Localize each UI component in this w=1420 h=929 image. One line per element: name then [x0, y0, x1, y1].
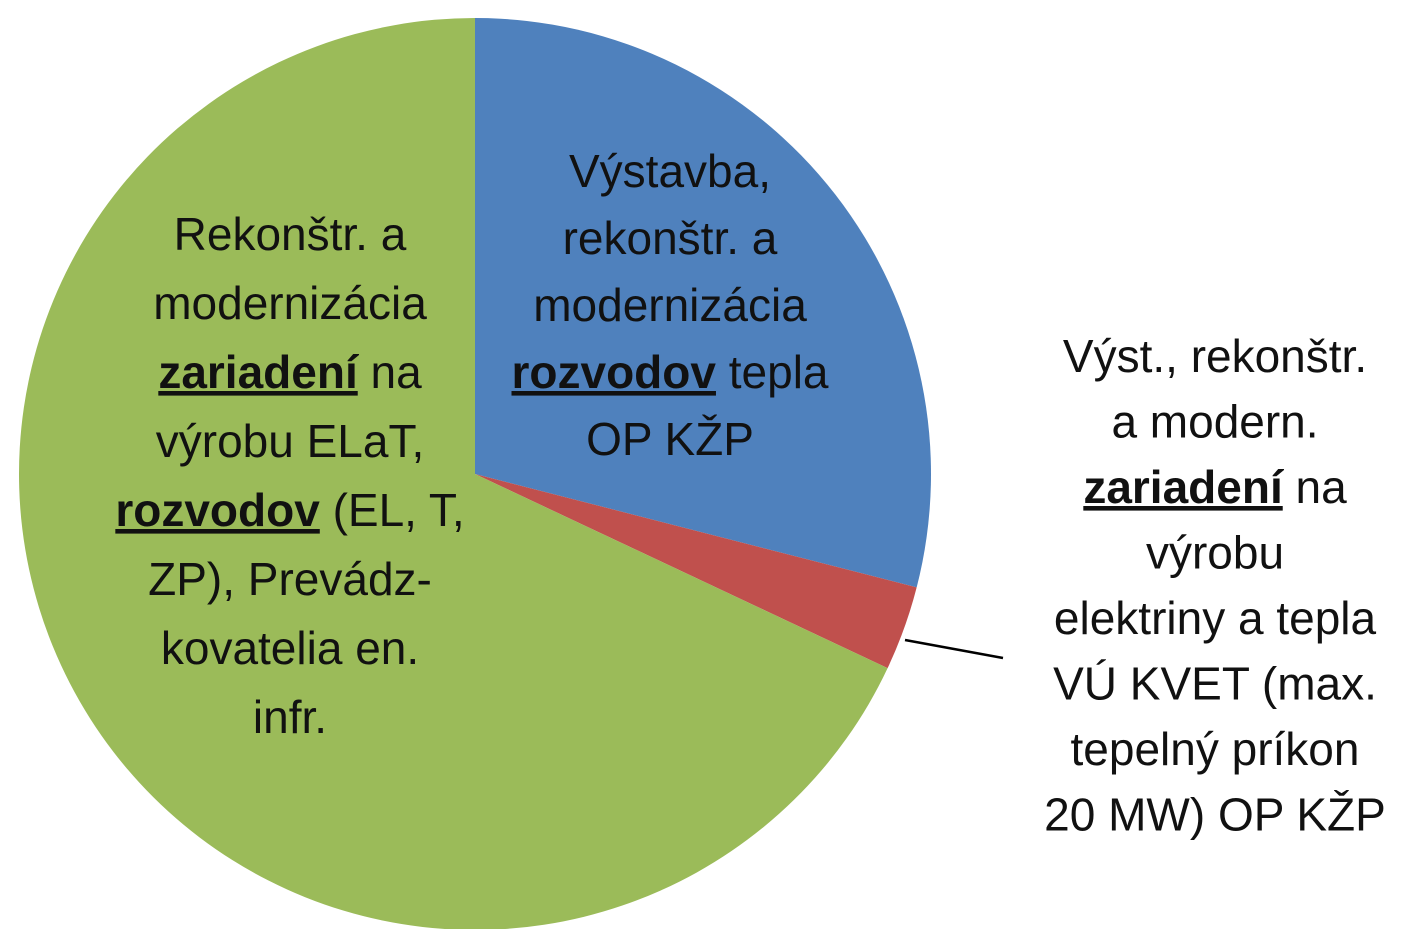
slice-label-line: Výst., rekonštr. [1063, 330, 1367, 382]
slice-label-line: Výstavba, [569, 145, 771, 197]
slice-label-text: na [1283, 461, 1347, 513]
slice-label-line: rekonštr. a [563, 212, 778, 264]
slice-label-text: výrobu ELaT, [156, 415, 424, 467]
slice-label-line: elektriny a tepla [1054, 592, 1377, 644]
slice-label-text: Rekonštr. a [174, 208, 407, 260]
slice-label-line: OP KŽP [586, 413, 754, 465]
slice-label-text: zariadení [158, 346, 360, 398]
slice-label-text: (EL, T, [320, 484, 465, 536]
slice-label-line: rozvodov (EL, T, [115, 484, 464, 536]
slice-label-line: Rekonštr. a [174, 208, 407, 260]
slice-label-text: tepelný príkon [1071, 723, 1360, 775]
pie-slice [475, 474, 917, 669]
slice-label-text: Výst., rekonštr. [1063, 330, 1367, 382]
slice-label-text: a modern. [1111, 396, 1318, 448]
slice-label-text: ZP), Prevádz- [148, 553, 432, 605]
slice-label-text: kovatelia en. [161, 622, 419, 674]
leader-line [904, 638, 1004, 660]
slice-label-text: modernizácia [153, 277, 427, 329]
slice-label-text: elektriny a tepla [1054, 592, 1377, 644]
slice-label-text: rozvodov [115, 484, 320, 536]
slice-label-text: 20 MW) OP KŽP [1044, 789, 1386, 841]
slice-label-text: modernizácia [533, 279, 807, 331]
slice-label-text: rekonštr. a [563, 212, 778, 264]
pie-slice [19, 18, 888, 929]
slice-label-text: rozvodov [512, 346, 717, 398]
slice-label-text: na [358, 346, 422, 398]
slice-label-line: a modern. [1111, 396, 1318, 448]
slice-label-line: výrobu ELaT, [156, 415, 424, 467]
slice-label-text: zariadení [1083, 461, 1285, 513]
slice-label-line: infr. [253, 691, 327, 743]
slice-label-line: zariadení na [1083, 461, 1347, 513]
slice-label-line: zariadení na [158, 346, 422, 398]
slice-label-text: OP KŽP [586, 413, 754, 465]
slice-label-line: modernizácia [533, 279, 807, 331]
slice-label-text: Výstavba, [569, 145, 771, 197]
slice-label-line: ZP), Prevádz- [148, 553, 432, 605]
slice-label-line: rozvodov tepla [512, 346, 829, 398]
slice-label-text: tepla [716, 346, 829, 398]
slice-label-line: tepelný príkon [1071, 723, 1360, 775]
slice-label-line: VÚ KVET (max. [1053, 658, 1377, 710]
slice-label-line: 20 MW) OP KŽP [1044, 789, 1386, 841]
slice-label-line: výrobu [1146, 527, 1284, 579]
slice-label-line: kovatelia en. [161, 622, 419, 674]
slice-label-text: infr. [253, 691, 327, 743]
slice-label-text: výrobu [1146, 527, 1284, 579]
slice-label-line: modernizácia [153, 277, 427, 329]
slice-label-text: VÚ KVET (max. [1053, 658, 1377, 710]
pie-slice [475, 18, 931, 588]
